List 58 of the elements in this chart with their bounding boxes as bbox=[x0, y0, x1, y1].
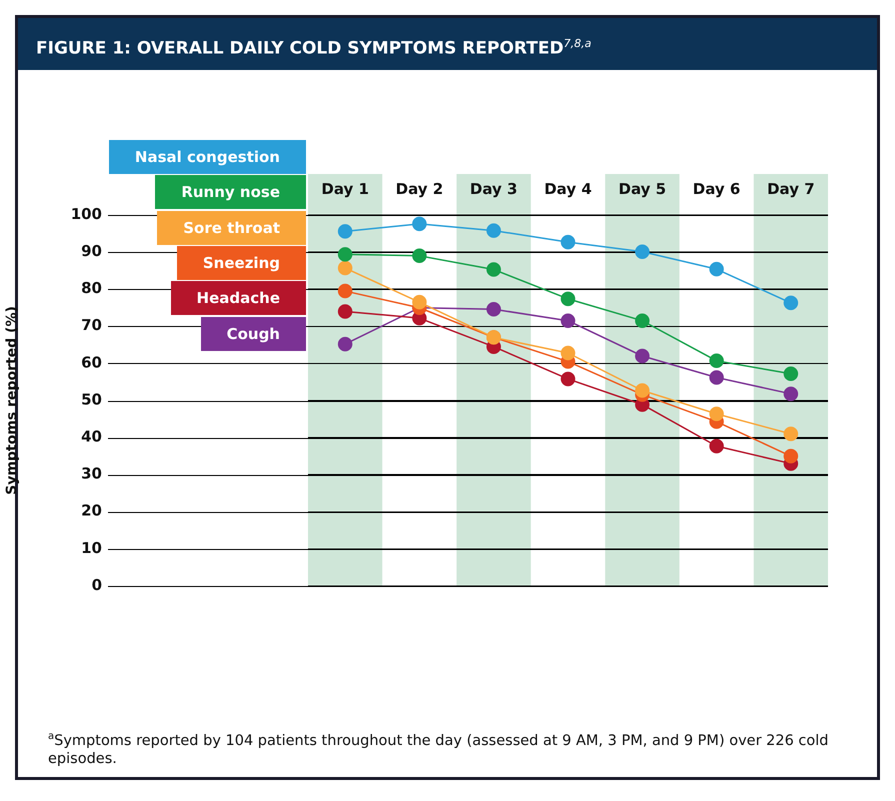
point bbox=[709, 406, 724, 422]
point bbox=[338, 260, 352, 276]
text: Sore throat bbox=[157, 210, 306, 245]
point bbox=[338, 224, 352, 239]
point bbox=[709, 370, 724, 385]
point bbox=[560, 372, 576, 386]
y-tick-label: 0 bbox=[92, 576, 102, 594]
point bbox=[784, 426, 798, 442]
point bbox=[338, 247, 352, 262]
y-tick-label: 20 bbox=[81, 502, 102, 520]
point bbox=[784, 386, 798, 402]
x-tick-label: Day 7 bbox=[767, 180, 815, 198]
point bbox=[338, 304, 352, 319]
point bbox=[709, 262, 724, 276]
text: $^{a}$Symptoms reported by 104 patients throughout the day (assessed at 9 AM, 3 PM, and 9 PM) over 226 cold episodes. bbox=[48, 730, 830, 768]
y-tick-label: 90 bbox=[81, 242, 102, 260]
y-tick-label: 10 bbox=[81, 538, 102, 557]
point bbox=[412, 294, 427, 310]
point bbox=[784, 296, 798, 310]
y-tick-label: 30 bbox=[81, 464, 102, 483]
text: Cough bbox=[200, 316, 306, 350]
point bbox=[560, 313, 576, 328]
y-axis-title: Symptoms reported (%) bbox=[4, 306, 20, 495]
y-tick-label: 50 bbox=[81, 390, 102, 408]
text: Runny nose bbox=[155, 175, 306, 210]
point bbox=[338, 284, 352, 298]
point bbox=[784, 366, 798, 382]
y-tick-label: 60 bbox=[81, 353, 102, 372]
point bbox=[486, 223, 501, 238]
x-tick-label: Day 1 bbox=[321, 180, 369, 198]
text: Headache bbox=[170, 281, 306, 316]
point bbox=[486, 262, 501, 277]
point bbox=[560, 234, 576, 250]
y-tick-label: 100 bbox=[70, 204, 102, 223]
point bbox=[709, 438, 724, 454]
point bbox=[709, 354, 724, 368]
point bbox=[635, 348, 650, 364]
text: Nasal congestion bbox=[108, 140, 306, 174]
point bbox=[412, 248, 427, 264]
x-tick-label: Day 2 bbox=[396, 180, 444, 198]
y-tick-label: 40 bbox=[81, 427, 102, 446]
point bbox=[486, 302, 501, 316]
y-tick-label: 70 bbox=[81, 316, 102, 334]
x-tick-label: Day 5 bbox=[618, 180, 666, 198]
text: Sneezing bbox=[176, 246, 306, 280]
point bbox=[560, 292, 576, 306]
y-tick-label: 80 bbox=[81, 279, 102, 298]
x-tick-label: Day 3 bbox=[470, 180, 518, 198]
point bbox=[635, 244, 650, 259]
x-tick-label: Day 6 bbox=[692, 180, 740, 198]
point bbox=[412, 216, 427, 232]
point bbox=[635, 383, 650, 398]
chart-title: FIGURE 1: OVERALL DAILY COLD SYMPTOMS REPORTED$^{7,8,a}$ bbox=[18, 18, 877, 70]
point bbox=[784, 448, 798, 464]
x-tick-label: Day 4 bbox=[544, 180, 592, 198]
point bbox=[635, 313, 650, 328]
point bbox=[338, 336, 352, 352]
point bbox=[560, 346, 576, 360]
